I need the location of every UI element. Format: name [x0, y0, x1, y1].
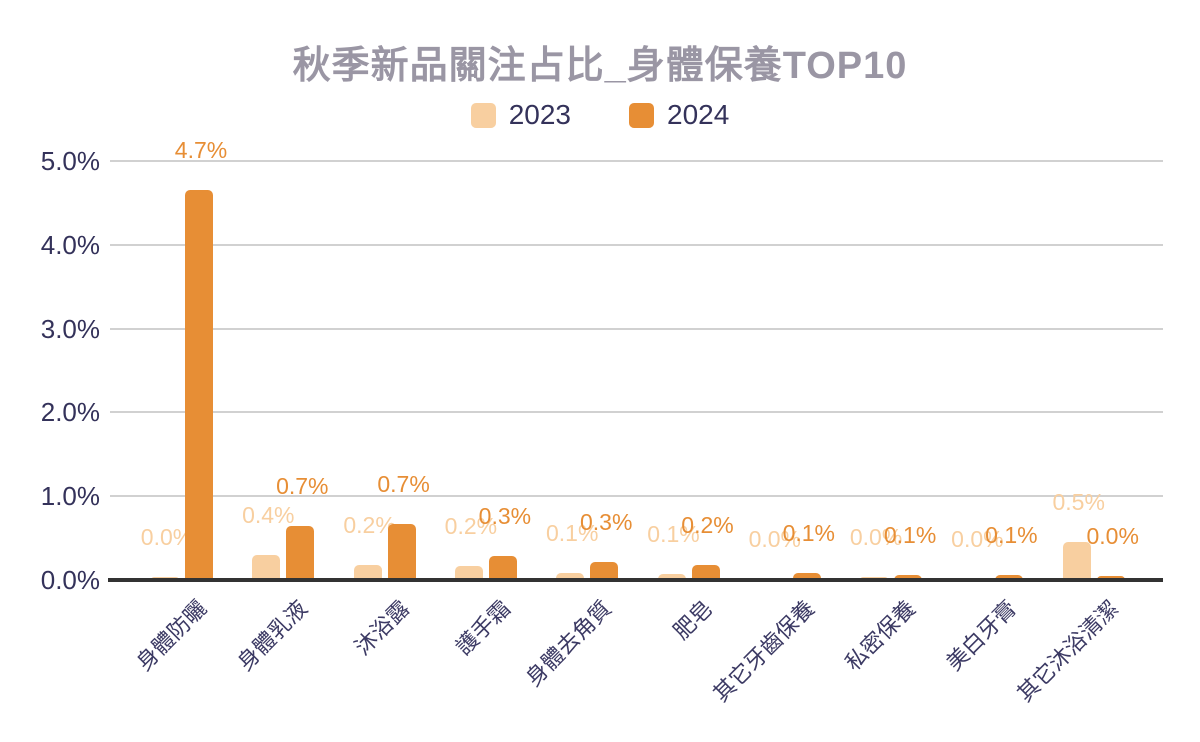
bar-value-label: 0.1% [782, 520, 836, 547]
x-axis-label: 身體防曬 [131, 595, 212, 676]
bar-value-label: 0.5% [1052, 489, 1105, 516]
bar-2023 [252, 554, 281, 580]
y-axis-tick: 1.0% [40, 481, 100, 512]
bar-2023 [353, 564, 382, 580]
bar-value-label: 0.1% [545, 520, 599, 547]
bar-2024 [792, 573, 821, 580]
x-axis-label: 其它沐浴清潔 [1011, 595, 1123, 707]
bar-2024 [488, 555, 517, 580]
bar-2024 [1096, 575, 1125, 580]
x-axis-label: 私密保養 [840, 595, 921, 676]
chart-title: 秋季新品關注占比_身體保養TOP10 [292, 45, 908, 87]
x-axis-label: 身體去角質 [520, 595, 617, 692]
bar-value-label: 0.2% [343, 511, 396, 538]
bar-value-label: 0.3% [478, 502, 532, 529]
legend-item-2024: 2024 [629, 99, 729, 131]
legend-swatch-2024 [629, 102, 654, 128]
gridline [110, 160, 1163, 162]
bar-2023 [556, 573, 585, 580]
gridline [110, 411, 1163, 414]
y-axis-tick: 5.0% [40, 146, 100, 176]
gridline [110, 327, 1163, 330]
bar-2024 [185, 189, 213, 580]
legend-label: 2024 [667, 99, 730, 130]
bar-value-label: 0.1% [647, 521, 700, 548]
x-axis-label: 沐浴露 [349, 595, 414, 660]
x-axis-line [108, 578, 1163, 582]
bar-2023 [1062, 542, 1091, 580]
gridline [110, 495, 1163, 498]
bar-value-label: 0.0% [849, 523, 903, 550]
bar-value-label: 0.2% [444, 512, 498, 539]
bar-2024 [995, 574, 1024, 580]
bar-value-label: 0.0% [140, 523, 194, 550]
y-axis-tick: 0.0% [40, 565, 100, 595]
plot-area: 0.0% 0.4% 0.2% 0.2% 0.1% 0.1% 0.0% 0.0% 0.0% 0.5%… [108, 137, 1163, 582]
bar-value-label: 0.4% [242, 501, 295, 528]
bar-2023 [657, 574, 686, 580]
x-axis-label: 身體乳液 [232, 595, 313, 676]
y-axis-tick: 3.0% [40, 313, 100, 344]
bar-value-label: 0.2% [681, 511, 734, 538]
x-axis-label: 護手霜 [450, 595, 516, 660]
bar-2024 [894, 574, 923, 580]
y-axis-tick: 2.0% [40, 397, 100, 428]
bar-value-label: 4.7% [174, 136, 228, 163]
bar-value-label: 0.0% [748, 526, 802, 553]
gridline [110, 243, 1163, 246]
bar-2024 [691, 564, 720, 580]
bar-value-label: 0.7% [276, 472, 329, 499]
legend-item-2023: 2023 [470, 99, 571, 131]
bar-value-label: 0.1% [985, 521, 1038, 548]
bar-value-label: 0.7% [377, 470, 430, 497]
bar-value-label: 0.1% [883, 521, 937, 548]
bar-value-label: 0.0% [1086, 522, 1139, 549]
legend-swatch-2023 [470, 102, 496, 128]
bar-value-label: 0.0% [951, 526, 1004, 553]
bar-2024 [387, 523, 416, 580]
x-axis-label: 美白牙膏 [941, 595, 1022, 676]
y-axis-tick: 4.0% [40, 229, 100, 260]
bar-2024 [286, 525, 315, 580]
bar-value-label: 0.3% [579, 508, 633, 535]
x-axis-label: 肥皂 [668, 595, 718, 645]
legend-label: 2023 [508, 99, 571, 130]
chart-legend: 2023 2024 [0, 99, 1200, 131]
bar-2023 [454, 565, 483, 580]
bar-2024 [590, 561, 619, 580]
x-axis-label: 其它牙齒保養 [707, 595, 820, 707]
